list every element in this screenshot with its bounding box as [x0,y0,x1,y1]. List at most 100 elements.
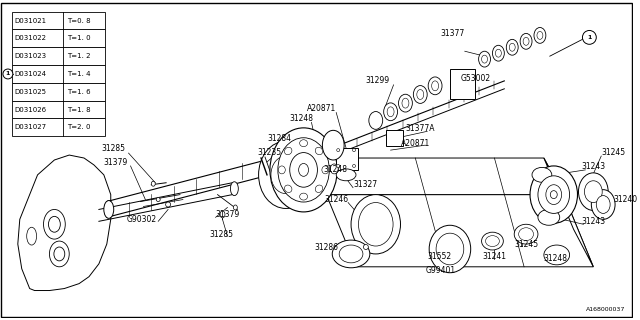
Text: D031021: D031021 [15,18,47,24]
Text: 31379: 31379 [216,210,240,219]
Bar [12,65,105,83]
Ellipse shape [54,247,65,261]
Ellipse shape [429,225,470,273]
Bar [336,148,358,170]
Text: 31299: 31299 [366,76,390,85]
Ellipse shape [323,130,344,160]
Bar [386,130,403,146]
Text: G90302: G90302 [127,215,157,224]
Ellipse shape [337,148,340,152]
Ellipse shape [270,128,337,212]
Ellipse shape [431,81,438,91]
Ellipse shape [220,211,225,218]
Text: 31377: 31377 [440,29,464,38]
Ellipse shape [428,77,442,95]
Ellipse shape [353,164,355,167]
Text: A20871: A20871 [307,104,336,113]
Ellipse shape [307,147,316,165]
Text: 31284: 31284 [267,134,291,143]
Bar [12,83,105,101]
Text: T=0. 8: T=0. 8 [67,18,91,24]
Ellipse shape [387,107,394,117]
Ellipse shape [332,240,370,268]
Text: D031022: D031022 [15,36,47,41]
Ellipse shape [151,181,156,186]
Ellipse shape [544,245,570,265]
Bar [12,29,105,47]
Text: T=1. 0: T=1. 0 [67,36,91,41]
Ellipse shape [479,51,490,67]
Ellipse shape [369,112,383,129]
Ellipse shape [271,156,301,194]
Ellipse shape [532,167,552,182]
Ellipse shape [322,166,329,174]
Ellipse shape [364,244,369,250]
Bar [450,69,475,99]
Text: 31286: 31286 [314,243,339,252]
Polygon shape [307,158,564,195]
Ellipse shape [351,195,401,254]
Text: G99401: G99401 [425,266,455,275]
Text: 31248: 31248 [290,114,314,123]
Text: 31246: 31246 [324,195,348,204]
Ellipse shape [27,227,36,245]
Ellipse shape [49,216,60,232]
Ellipse shape [49,241,69,267]
Circle shape [3,69,13,79]
Text: T=1. 2: T=1. 2 [67,53,91,59]
Ellipse shape [591,190,615,219]
Ellipse shape [44,210,65,239]
Text: A20871: A20871 [401,139,429,148]
Bar [12,12,105,29]
Ellipse shape [481,55,488,63]
Ellipse shape [358,203,393,246]
Bar [12,47,105,65]
Ellipse shape [330,164,338,174]
Text: D031024: D031024 [15,71,47,77]
Text: 31243: 31243 [582,217,605,226]
Ellipse shape [436,233,464,265]
Text: 31327: 31327 [353,180,377,189]
Text: 31240: 31240 [613,195,637,204]
Text: T=2. 0: T=2. 0 [67,124,91,130]
Text: T=1. 4: T=1. 4 [67,71,91,77]
Text: 1: 1 [6,71,10,76]
Text: 31248: 31248 [323,165,348,174]
Text: D031025: D031025 [15,89,47,95]
Ellipse shape [353,148,355,152]
Ellipse shape [384,103,397,121]
Ellipse shape [166,202,171,207]
Polygon shape [18,155,111,291]
Text: T=1. 6: T=1. 6 [67,89,91,95]
Bar [12,101,105,118]
Bar [12,118,105,136]
Ellipse shape [336,169,356,181]
Ellipse shape [278,138,330,202]
Ellipse shape [230,182,238,196]
Text: 1: 1 [587,35,591,40]
Ellipse shape [546,185,562,204]
Ellipse shape [596,196,610,213]
Ellipse shape [402,98,409,108]
Ellipse shape [492,45,504,61]
Ellipse shape [278,166,285,174]
Ellipse shape [520,33,532,49]
Text: 31245: 31245 [601,148,625,156]
Ellipse shape [530,166,577,223]
Polygon shape [544,158,593,267]
Ellipse shape [481,232,503,250]
Ellipse shape [417,90,424,100]
Ellipse shape [399,94,412,112]
Ellipse shape [584,181,602,203]
Text: 31235: 31235 [257,148,281,156]
Text: 31241: 31241 [483,252,507,261]
Ellipse shape [538,176,570,213]
Text: 31245: 31245 [514,240,538,249]
Ellipse shape [337,164,340,167]
Ellipse shape [537,31,543,39]
Text: 31285: 31285 [102,144,126,153]
Ellipse shape [156,197,160,202]
Ellipse shape [104,201,114,218]
Ellipse shape [509,43,515,51]
Text: D031023: D031023 [15,53,47,59]
